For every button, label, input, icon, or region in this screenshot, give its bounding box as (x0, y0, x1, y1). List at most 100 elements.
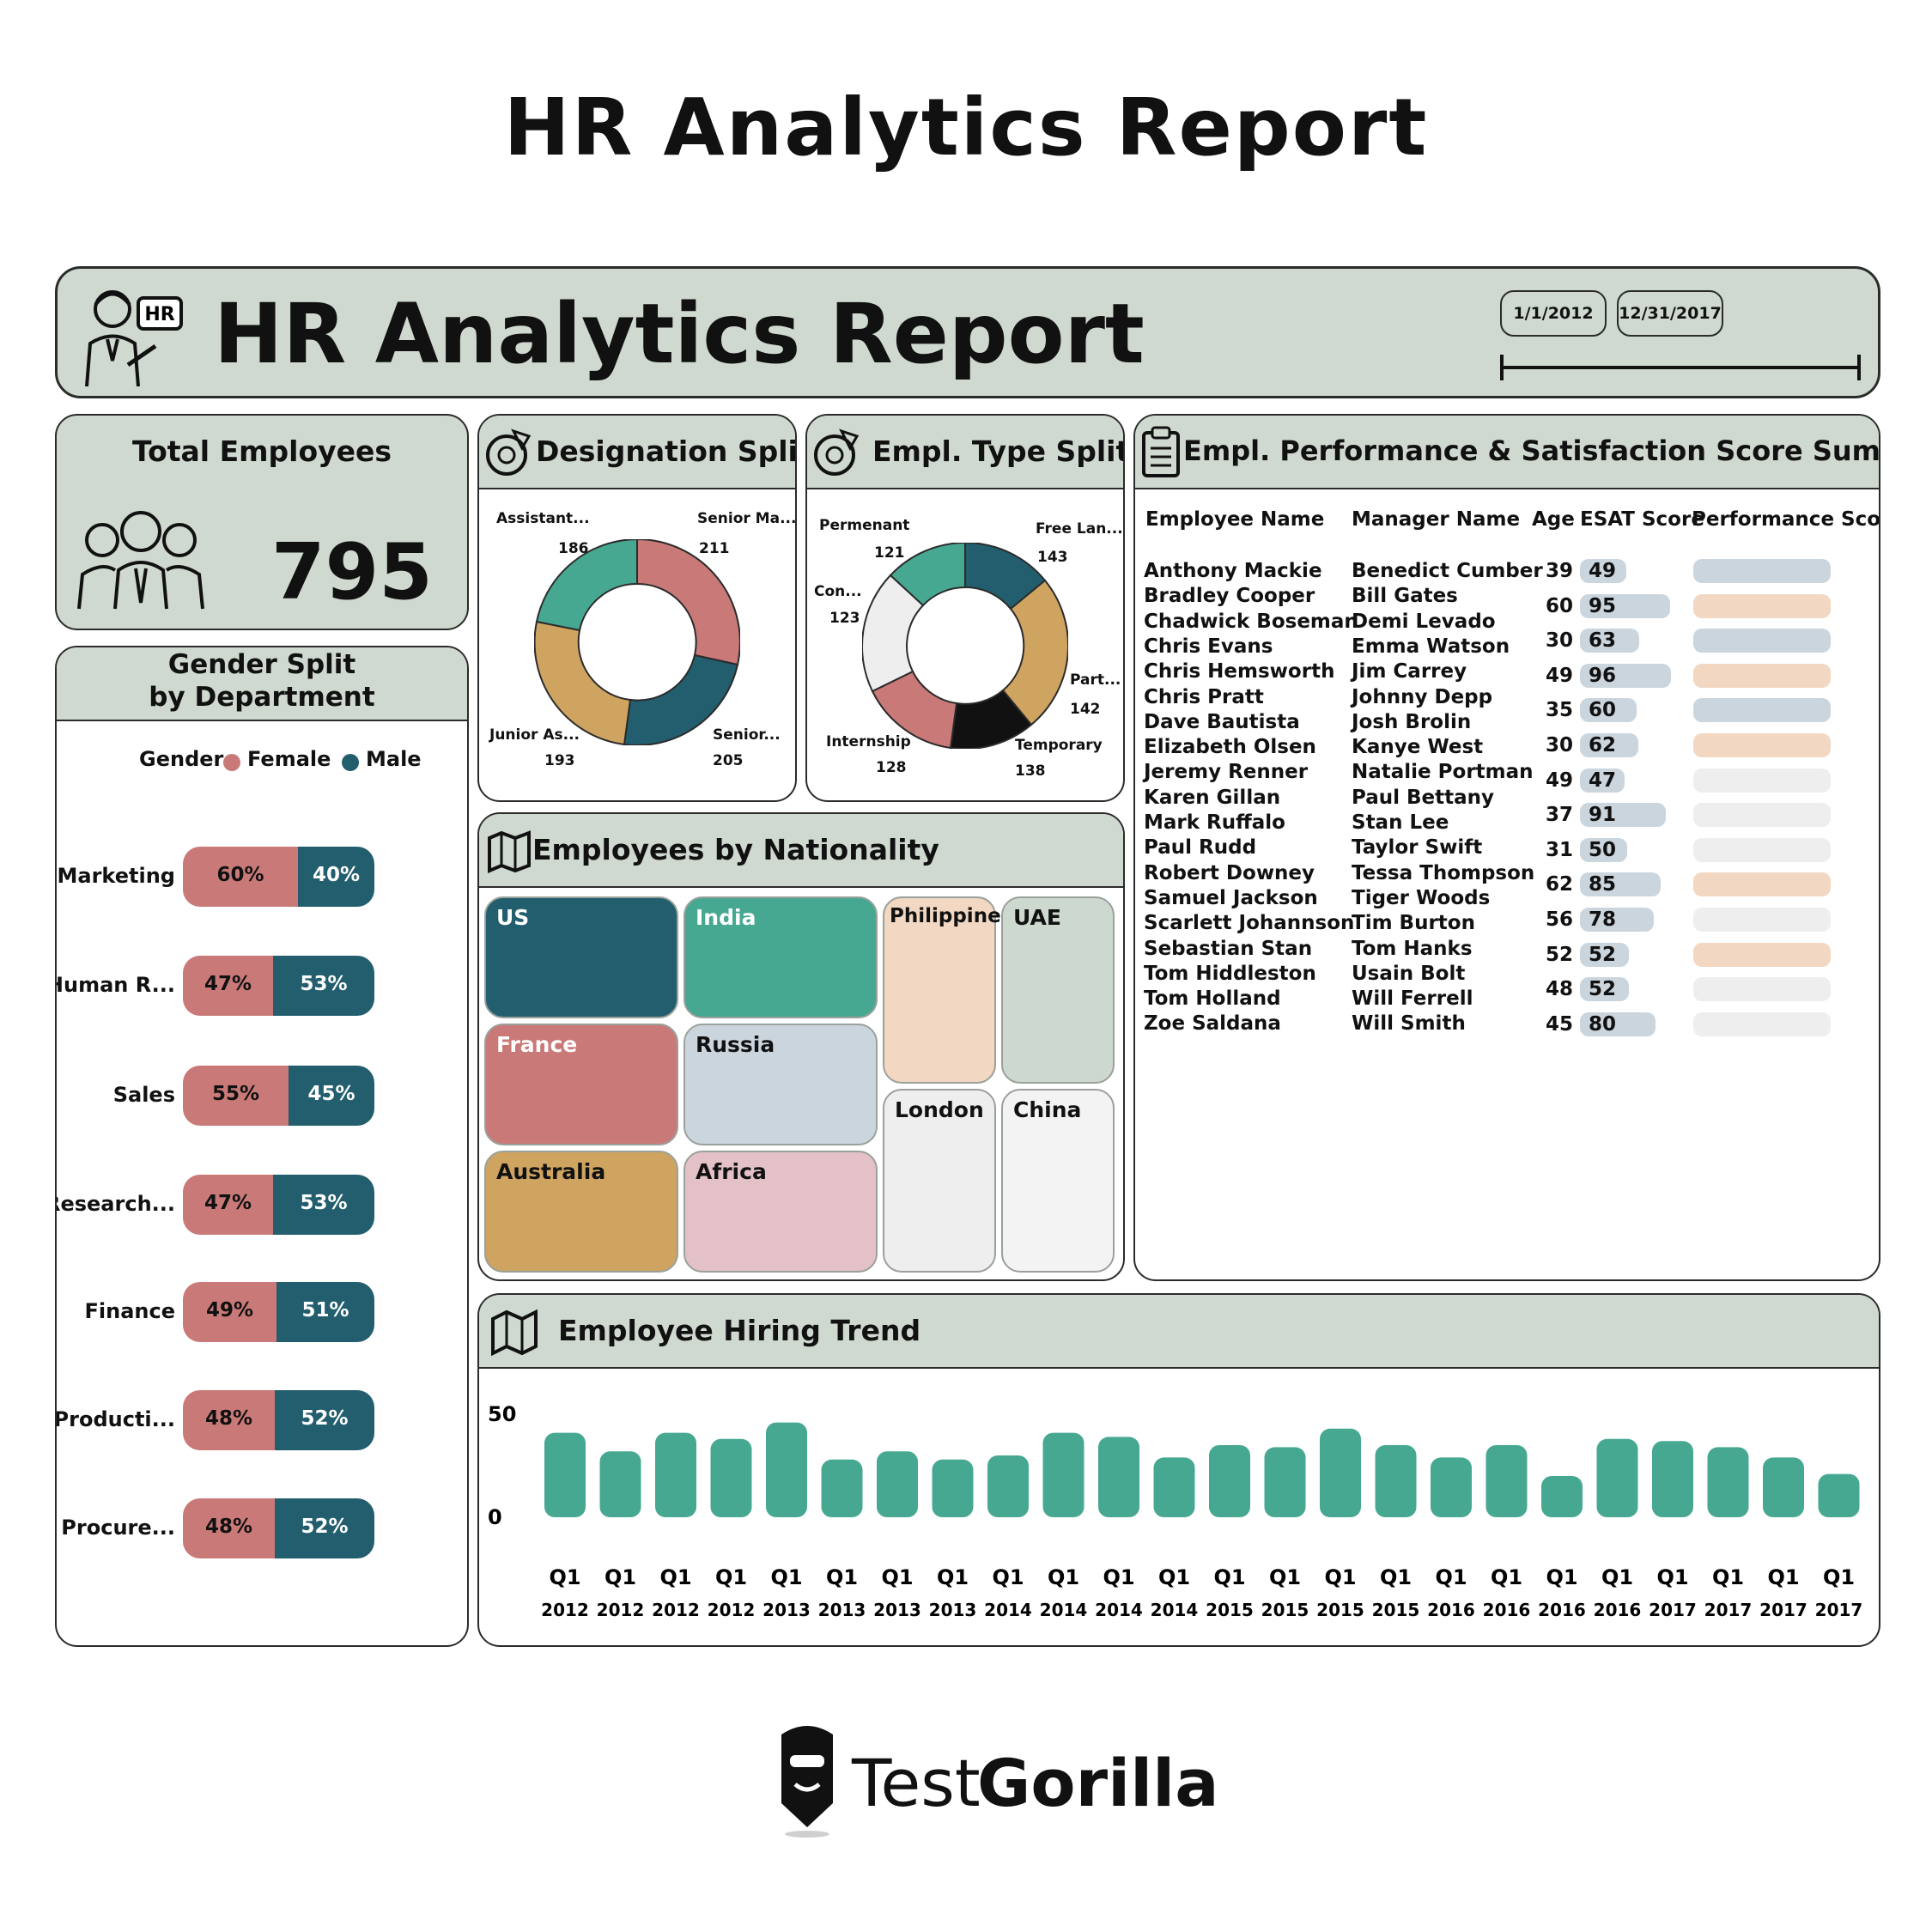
employee-name: Chadwick Boseman (1144, 611, 1358, 633)
performance-score-bar (1693, 733, 1831, 757)
x-tick-quarter: Q1 (549, 1565, 580, 1589)
hiring-bar (655, 1432, 696, 1517)
x-tick-quarter: Q1 (1048, 1565, 1079, 1589)
nationality-cell-france[interactable]: France (484, 1024, 678, 1145)
employee-name: Mark Ruffalo (1144, 811, 1285, 834)
employee-age: 39 (1546, 560, 1574, 582)
employee-name: Chris Pratt (1144, 686, 1264, 708)
performance-score-bar (1693, 977, 1831, 1001)
manager-name: Tiger Woods (1352, 887, 1491, 909)
female-legend-dot (223, 754, 240, 771)
nationality-label-london: London (895, 1097, 984, 1122)
employee-name: Anthony Mackie (1144, 560, 1322, 582)
manager-name: Natalie Portman (1352, 761, 1534, 783)
hiring-bar (821, 1459, 863, 1517)
gender-bar[interactable]: 47% 53% (183, 956, 374, 1016)
x-tick-year: 2012 (708, 1600, 756, 1620)
x-tick-year: 2014 (1151, 1600, 1199, 1620)
x-tick-quarter: Q1 (1656, 1565, 1688, 1589)
hiring-bar (932, 1459, 974, 1517)
male-segment (273, 1175, 374, 1235)
x-tick-quarter: Q1 (1435, 1565, 1467, 1589)
date-range-slider[interactable] (1500, 366, 1861, 369)
col-header-manager: Manager Name (1352, 508, 1521, 531)
performance-score-bar (1693, 594, 1831, 618)
gender-bar[interactable]: 47% 53% (183, 1175, 374, 1235)
designation-label-2: Junior As... (489, 726, 580, 744)
date-end-picker[interactable]: 12/31/2017 (1617, 290, 1723, 337)
gender-bar[interactable]: 49% 51% (183, 1282, 374, 1342)
gorilla-icon (781, 1726, 833, 1838)
nationality-cell-philippines[interactable]: Philippines (883, 896, 1012, 1084)
gender-bar[interactable]: 48% 52% (183, 1498, 374, 1558)
empl-type-label-1: Free Lan... (1036, 520, 1123, 538)
nationality-label-india: India (696, 905, 756, 930)
male-pct: 53% (300, 1192, 348, 1214)
date-slider-handle-start[interactable] (1500, 355, 1504, 380)
nationality-cell-india[interactable]: India (683, 896, 878, 1018)
x-tick-quarter: Q1 (1380, 1565, 1412, 1589)
employee-name: Chris Hemsworth (1144, 660, 1335, 683)
page-title: HR Analytics Report (503, 82, 1429, 173)
gender-bar[interactable]: 60% 40% (183, 847, 374, 907)
male-pct: 40% (312, 864, 361, 886)
employee-name: Bradley Cooper (1144, 585, 1315, 607)
x-tick-quarter: Q1 (659, 1565, 691, 1589)
nationality-cell-us[interactable]: US (484, 896, 678, 1018)
nationality-cell-russia[interactable]: Russia (683, 1024, 878, 1145)
empl-type-donut (862, 543, 1068, 749)
female-pct: 47% (204, 1192, 252, 1214)
gender-bar[interactable]: 48% 52% (183, 1390, 374, 1450)
col-header-esat: ESAT Score (1580, 508, 1704, 531)
hiring-bar (1375, 1445, 1417, 1517)
female-segment (183, 1282, 276, 1342)
employee-age: 60 (1546, 595, 1574, 617)
designation-header: Designation Split (479, 416, 795, 489)
employee-name: Karen Gillan (1144, 787, 1281, 809)
hiring-bar (1209, 1445, 1250, 1517)
male-pct: 45% (307, 1083, 355, 1105)
x-tick-year: 2014 (984, 1600, 1032, 1620)
esat-score-value: 80 (1589, 1013, 1617, 1036)
gender-split-title-1: Gender Split (167, 649, 356, 680)
employee-name: Tom Holland (1144, 987, 1281, 1010)
total-employees-value: 795 (271, 527, 433, 617)
nationality-cell-australia[interactable]: Australia (484, 1151, 678, 1273)
female-pct: 49% (205, 1299, 254, 1321)
brand-name-light: Test (852, 1745, 981, 1821)
nationality-header: Employees by Nationality (479, 814, 1123, 888)
performance-header: Empl. Performance & Satisfaction Score S… (1135, 416, 1879, 489)
date-start-picker[interactable]: 1/1/2012 (1500, 290, 1607, 337)
x-tick-year: 2012 (597, 1600, 645, 1620)
gender-bar[interactable]: 55% 45% (183, 1066, 374, 1126)
hiring-bar (877, 1451, 918, 1517)
empl-type-header: Empl. Type Split (807, 416, 1123, 489)
manager-name: Demi Levado (1352, 611, 1496, 633)
empl-type-label-0: Permenant (819, 517, 910, 534)
performance-score-bar (1693, 838, 1831, 862)
manager-name: Usain Bolt (1352, 963, 1466, 985)
performance-score-bar (1693, 769, 1831, 793)
x-tick-year: 2014 (1095, 1600, 1143, 1620)
male-legend-dot (342, 754, 359, 771)
employee-name: Samuel Jackson (1144, 887, 1318, 909)
col-header-performance: Performance Score (1692, 508, 1880, 531)
dept-label: Producti... (55, 1407, 175, 1431)
clipboard-icon (1142, 426, 1180, 477)
legend-male: Male (366, 747, 422, 771)
esat-score-value: 60 (1589, 699, 1617, 721)
employee-age: 49 (1546, 665, 1574, 687)
nationality-cell-london[interactable]: London (883, 1089, 996, 1273)
nationality-cell-china[interactable]: China (1001, 1089, 1115, 1273)
nationality-cell-uae[interactable]: UAE (1001, 896, 1115, 1084)
date-slider-handle-end[interactable] (1857, 355, 1861, 380)
esat-score-value: 95 (1589, 595, 1617, 617)
x-tick-year: 2016 (1594, 1600, 1642, 1620)
esat-score-value: 52 (1589, 978, 1617, 1000)
nationality-cell-africa[interactable]: Africa (683, 1151, 878, 1273)
x-tick-quarter: Q1 (1324, 1565, 1356, 1589)
empl-type-value-3: 142 (1070, 701, 1101, 718)
y-tick-label: 0 (488, 1505, 502, 1529)
x-tick-year: 2012 (541, 1600, 589, 1620)
esat-score-value: 47 (1589, 769, 1617, 792)
